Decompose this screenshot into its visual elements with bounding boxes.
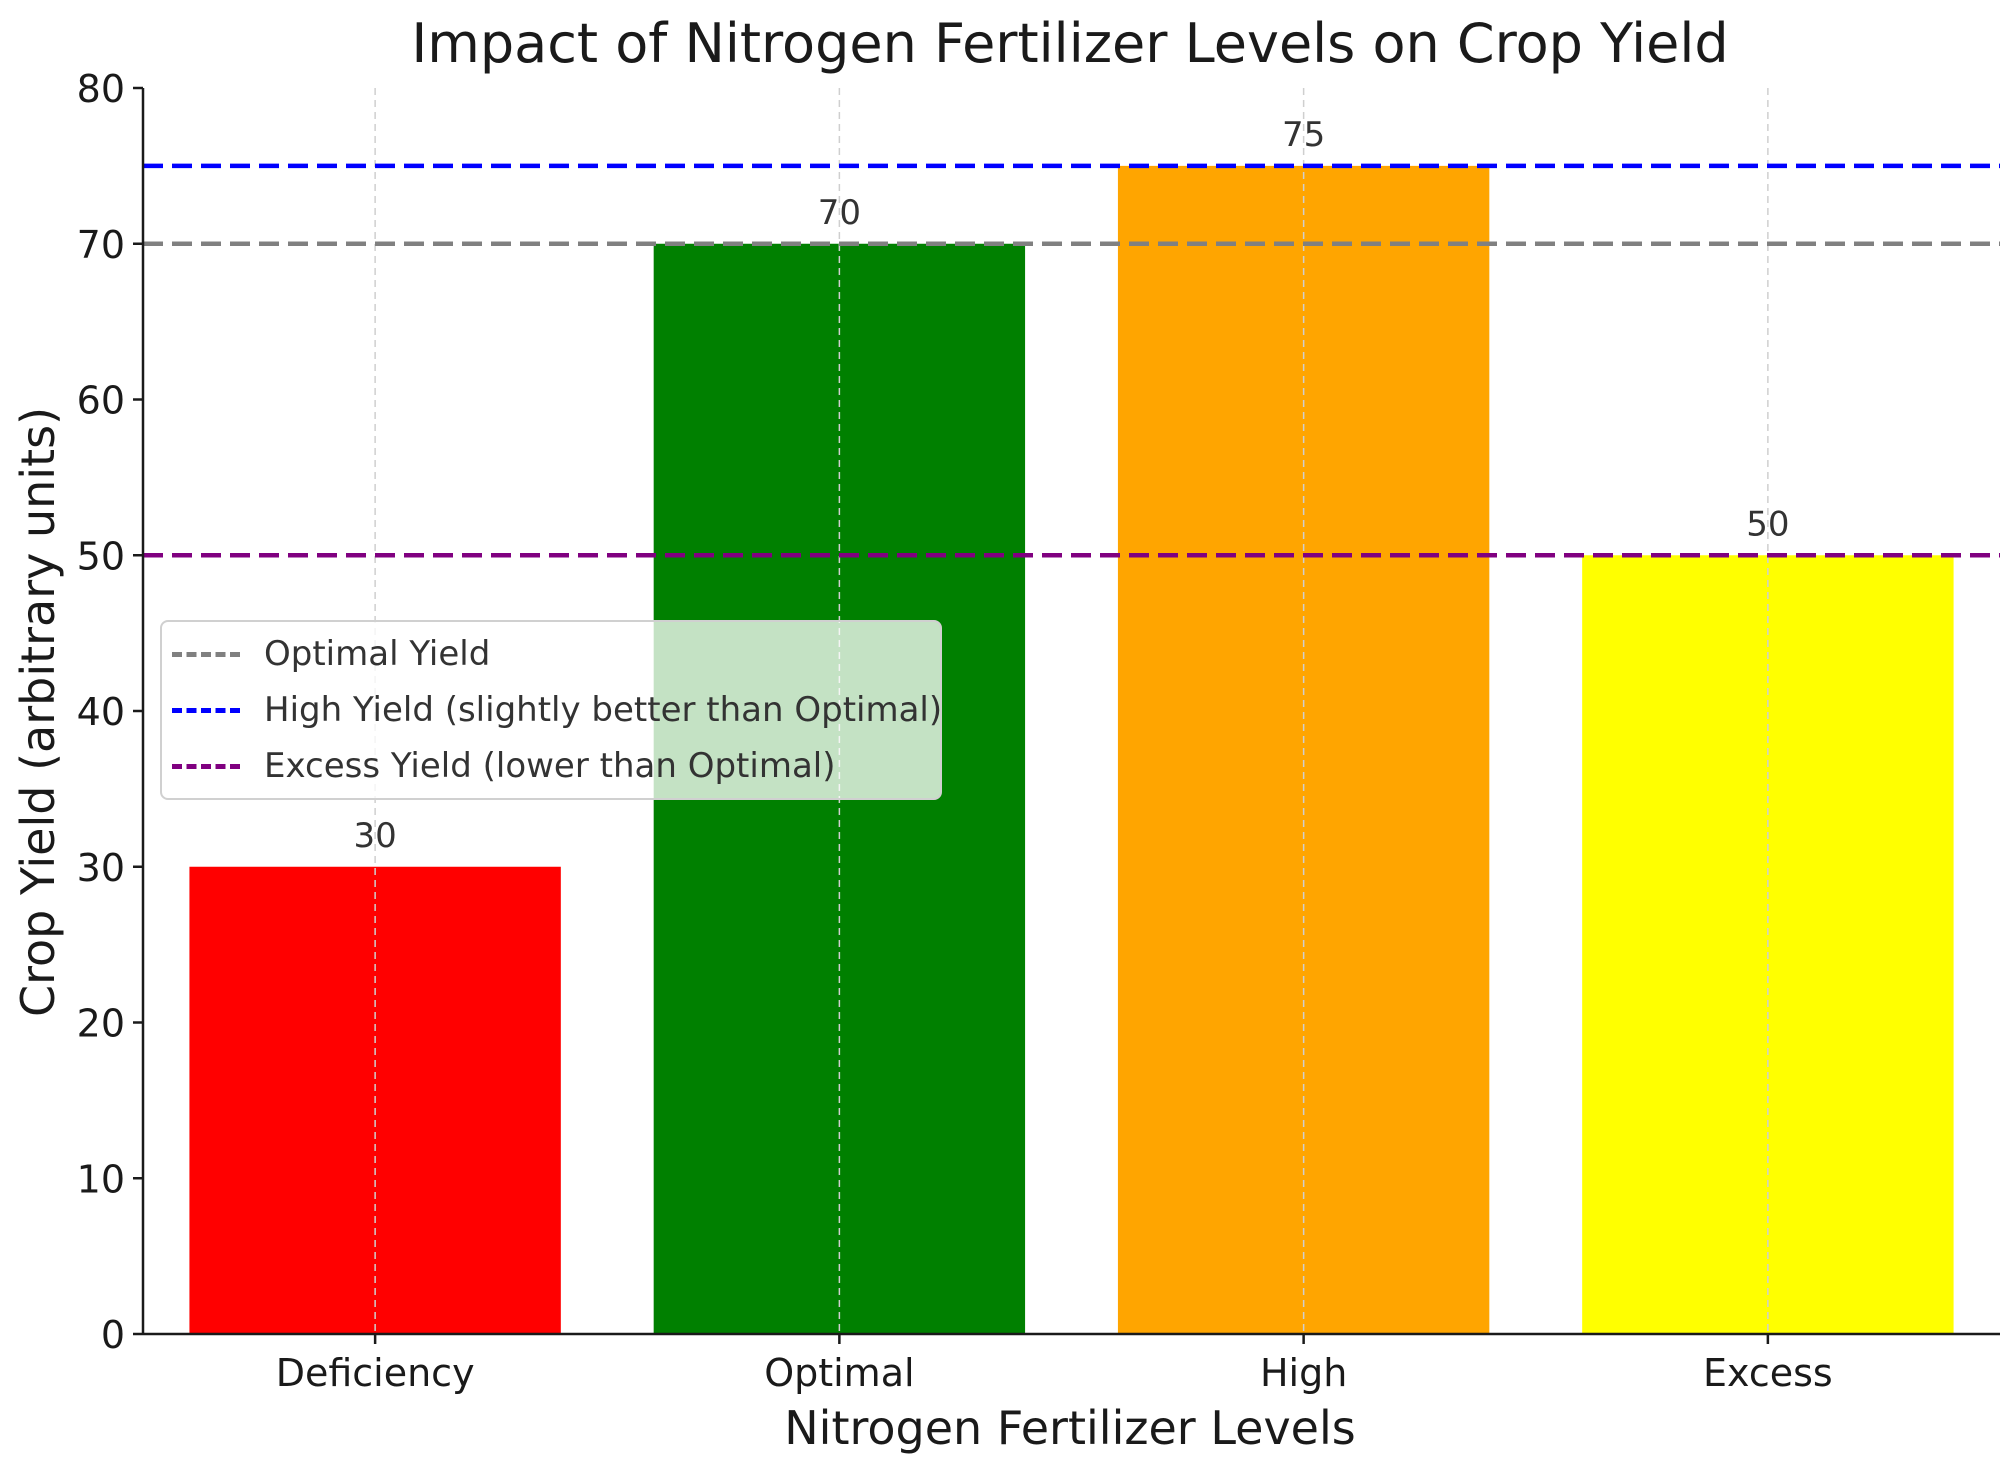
legend-label: Optimal Yield bbox=[264, 634, 491, 674]
y-tick-label: 70 bbox=[77, 223, 125, 267]
y-tick-label: 80 bbox=[77, 67, 125, 111]
y-tick-label: 20 bbox=[77, 1002, 125, 1046]
legend-label: High Yield (slightly better than Optimal… bbox=[264, 690, 943, 730]
x-axis-label: Nitrogen Fertilizer Levels bbox=[784, 1401, 1355, 1455]
legend-item-excess-yield: Excess Yield (lower than Optimal) bbox=[172, 746, 836, 786]
legend-swatch-excess bbox=[172, 763, 240, 769]
y-axis-ticks: 0 10 20 30 40 50 60 70 80 bbox=[77, 67, 143, 1357]
chart-title: Impact of Nitrogen Fertilizer Levels on … bbox=[411, 12, 1728, 75]
x-tick-label-deficiency: Deficiency bbox=[276, 1351, 475, 1395]
x-tick-label-excess: Excess bbox=[1703, 1351, 1833, 1395]
x-tick-label-high: High bbox=[1260, 1351, 1347, 1395]
y-tick-label: 10 bbox=[77, 1157, 125, 1201]
legend-item-high-yield: High Yield (slightly better than Optimal… bbox=[172, 690, 942, 730]
legend-item-optimal-yield: Optimal Yield bbox=[172, 634, 490, 674]
y-tick-label: 60 bbox=[77, 379, 125, 423]
x-tick-label-optimal: Optimal bbox=[764, 1351, 914, 1395]
y-tick-label: 50 bbox=[77, 534, 125, 578]
value-label-excess: 50 bbox=[1746, 504, 1789, 544]
y-tick-label: 30 bbox=[77, 846, 125, 890]
x-axis-ticks: Deficiency Optimal High Excess bbox=[276, 1334, 1833, 1395]
reference-lines bbox=[143, 163, 2000, 558]
grid-layer bbox=[374, 88, 1769, 1334]
y-axis-label: Crop Yield (arbitrary units) bbox=[11, 407, 65, 1017]
legend-swatch-high bbox=[172, 707, 240, 713]
value-label-deficiency: 30 bbox=[353, 816, 396, 856]
value-label-high: 75 bbox=[1282, 115, 1325, 155]
legend-swatch-optimal bbox=[172, 651, 240, 657]
y-tick-label: 0 bbox=[101, 1313, 125, 1357]
value-labels: 30 70 75 50 bbox=[353, 115, 1789, 856]
legend-label: Excess Yield (lower than Optimal) bbox=[264, 746, 836, 786]
legend: Optimal Yield High Yield (slightly bette… bbox=[160, 620, 942, 800]
y-tick-label: 40 bbox=[77, 690, 125, 734]
value-label-optimal: 70 bbox=[818, 193, 861, 233]
